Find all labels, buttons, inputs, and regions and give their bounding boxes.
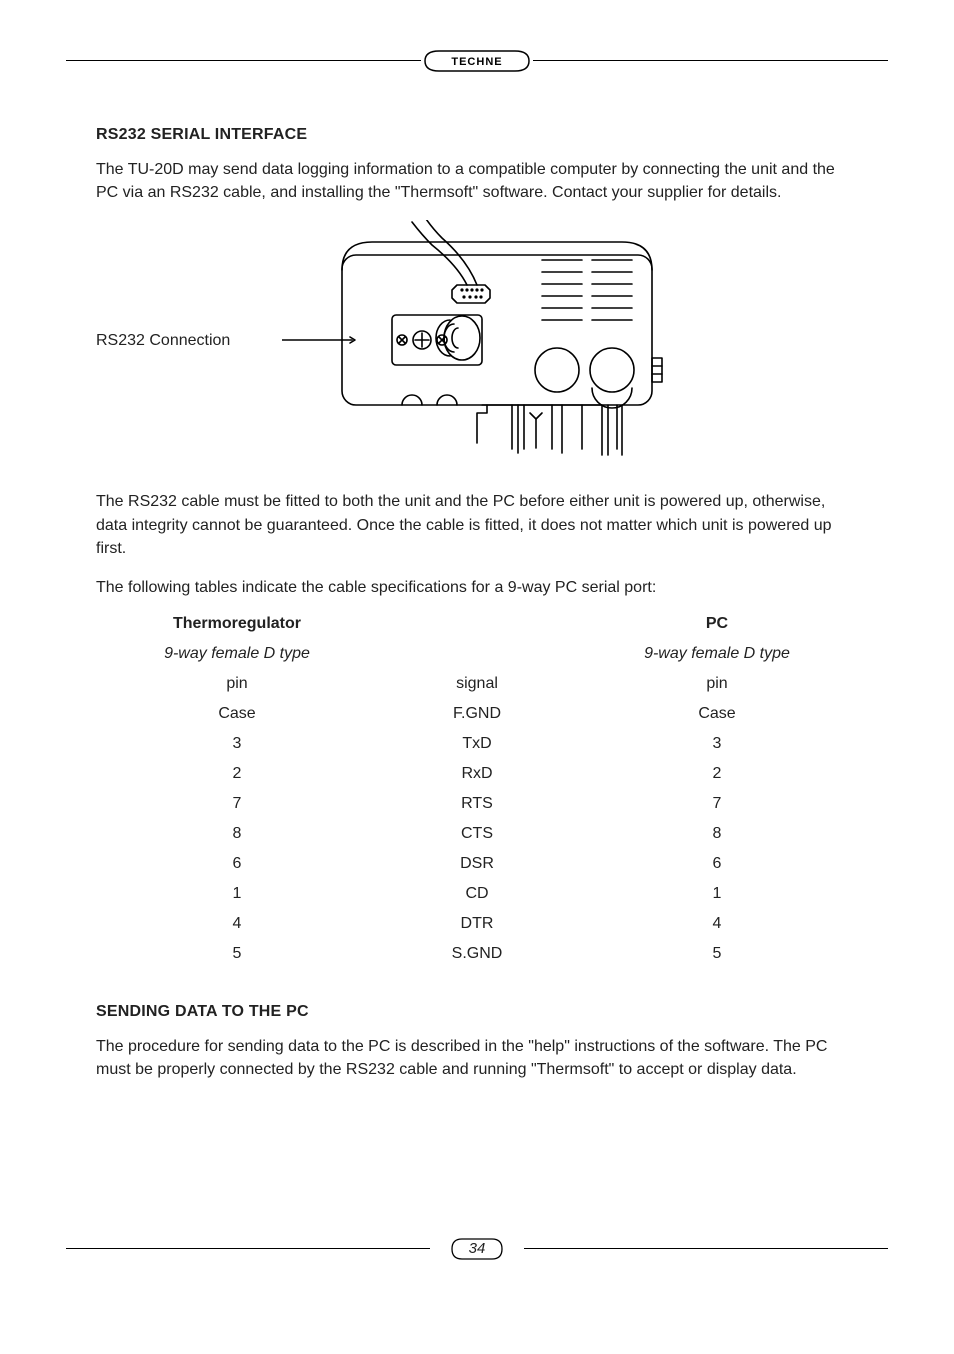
rs232-heading: RS232 SERIAL INTERFACE: [96, 126, 858, 144]
table-cell: 7: [587, 795, 847, 813]
table-sub-c2: [367, 645, 587, 663]
table-label-signal: signal: [367, 675, 587, 693]
table-row: 1CD1: [96, 885, 858, 903]
table-row: 8CTS8: [96, 825, 858, 843]
table-cell: TxD: [367, 735, 587, 753]
table-sub-c1: 9-way female D type: [107, 645, 367, 663]
table-row: CaseF.GNDCase: [96, 705, 858, 723]
table-cell: 2: [107, 765, 367, 783]
table-cell: 4: [587, 915, 847, 933]
table-cell: 6: [587, 855, 847, 873]
rs232-figure-label: RS232 Connection: [96, 332, 230, 350]
table-cell: 4: [107, 915, 367, 933]
header-rule: TECHNE: [66, 50, 888, 70]
table-subheader-row: 9-way female D type 9-way female D type: [96, 645, 858, 663]
table-cell: 2: [587, 765, 847, 783]
table-cell: 8: [587, 825, 847, 843]
svg-text:TECHNE: TECHNE: [451, 56, 502, 68]
table-label-pin-right: pin: [587, 675, 847, 693]
table-header-blank: [367, 615, 587, 633]
table-sub-c3: 9-way female D type: [587, 645, 847, 663]
table-row: 6DSR6: [96, 855, 858, 873]
rs232-para-1: The TU-20D may send data logging informa…: [96, 158, 858, 204]
page-number: 34: [469, 1240, 486, 1257]
rs232-para-2: The RS232 cable must be fitted to both t…: [96, 490, 858, 560]
sending-heading: SENDING DATA TO THE PC: [96, 1003, 858, 1021]
table-header-thermoregulator: Thermoregulator: [107, 615, 367, 633]
table-cell: DTR: [367, 915, 587, 933]
table-header-row: Thermoregulator PC: [96, 615, 858, 633]
table-row: 7RTS7: [96, 795, 858, 813]
rs232-figure: RS232 Connection: [96, 220, 858, 470]
table-cell: DSR: [367, 855, 587, 873]
table-cell: Case: [107, 705, 367, 723]
table-cell: RxD: [367, 765, 587, 783]
table-row: 5S.GND5: [96, 945, 858, 963]
table-cell: 1: [107, 885, 367, 903]
table-labels-row: pin signal pin: [96, 675, 858, 693]
table-cell: 1: [587, 885, 847, 903]
brand-badge: TECHNE: [423, 50, 531, 72]
table-cell: F.GND: [367, 705, 587, 723]
table-cell: 3: [107, 735, 367, 753]
footer-rule-left: [66, 1248, 430, 1249]
table-cell: 5: [107, 945, 367, 963]
table-row: 2RxD2: [96, 765, 858, 783]
table-cell: 7: [107, 795, 367, 813]
rs232-para-3: The following tables indicate the cable …: [96, 576, 858, 599]
table-row: 3TxD3: [96, 735, 858, 753]
table-cell: CD: [367, 885, 587, 903]
header-rule-right: [533, 60, 888, 61]
sending-para-1: The procedure for sending data to the PC…: [96, 1035, 858, 1081]
footer-rule: 34: [66, 1238, 888, 1258]
device-diagram: [282, 220, 692, 460]
pinout-table: Thermoregulator PC 9-way female D type 9…: [96, 615, 858, 963]
table-header-pc: PC: [587, 615, 847, 633]
table-label-pin-left: pin: [107, 675, 367, 693]
table-cell: RTS: [367, 795, 587, 813]
table-cell: 8: [107, 825, 367, 843]
table-cell: 3: [587, 735, 847, 753]
header-rule-left: [66, 60, 421, 61]
table-cell: 6: [107, 855, 367, 873]
footer-rule-right: [524, 1248, 888, 1249]
table-cell: 5: [587, 945, 847, 963]
table-cell: S.GND: [367, 945, 587, 963]
table-cell: CTS: [367, 825, 587, 843]
table-cell: Case: [587, 705, 847, 723]
table-row: 4DTR4: [96, 915, 858, 933]
